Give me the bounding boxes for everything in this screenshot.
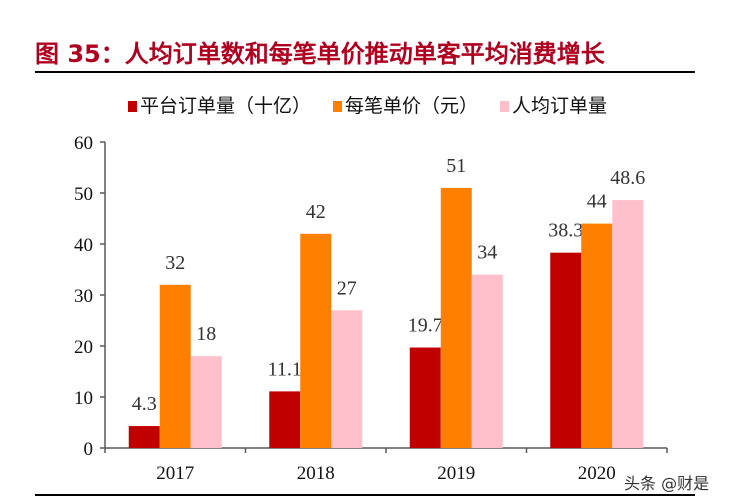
data-label: 34 [477,242,497,264]
bar-2017-1 [159,284,191,448]
legend-item: 平台订单量（十亿） [128,91,311,118]
y-tick-label: 30 [74,286,93,307]
y-tick-label: 0 [84,439,94,460]
data-label: 11.1 [268,358,302,380]
data-label: 42 [306,201,326,223]
legend-label: 每笔单价（元） [345,95,479,117]
bar-2019-2 [471,274,503,448]
data-label: 19.7 [408,315,443,337]
bar-2017-2 [190,356,222,448]
legend-swatch [333,101,343,112]
legend: 平台订单量（十亿） 每笔单价（元） 人均订单量 [128,91,629,118]
x-tick-label: 2020 [578,463,616,484]
data-label: 4.3 [132,393,157,415]
legend-item: 每笔单价（元） [333,91,478,118]
data-label: 44 [587,191,607,213]
data-label: 51 [446,155,466,177]
bar-2020-1 [581,223,613,448]
bar-2019-0 [409,347,441,448]
title-divider [35,71,695,73]
legend-swatch [128,101,137,112]
bar-2017-0 [128,426,160,448]
watermark: 头条 @财是 [624,474,710,493]
bottom-divider [35,494,695,496]
y-tick-label: 10 [74,388,93,409]
data-label: 32 [165,252,185,274]
bar-2018-0 [269,391,301,448]
data-label: 18 [196,323,216,345]
y-tick-label: 50 [74,184,93,205]
x-tick-label: 2017 [156,463,194,484]
chart-title: 图 35：人均订单数和每笔单价推动单客平均消费增长 [35,40,605,68]
legend-swatch [500,101,510,112]
y-tick-label: 20 [74,337,93,358]
data-label: 27 [337,277,357,299]
data-label: 48.6 [610,167,645,189]
x-tick-label: 2019 [437,463,475,484]
data-label: 38.3 [548,220,583,242]
bar-2019-1 [440,187,472,448]
bar-2020-0 [550,252,582,448]
y-tick-label: 60 [74,133,93,154]
bar-2018-1 [300,233,332,448]
bar-2018-2 [331,310,363,448]
legend-label: 平台订单量（十亿） [140,95,312,117]
y-tick-label: 40 [74,235,93,256]
legend-label: 人均订单量 [512,95,608,117]
bar-2020-2 [612,200,644,448]
x-tick-label: 2018 [297,463,335,484]
legend-item: 人均订单量 [500,91,607,118]
